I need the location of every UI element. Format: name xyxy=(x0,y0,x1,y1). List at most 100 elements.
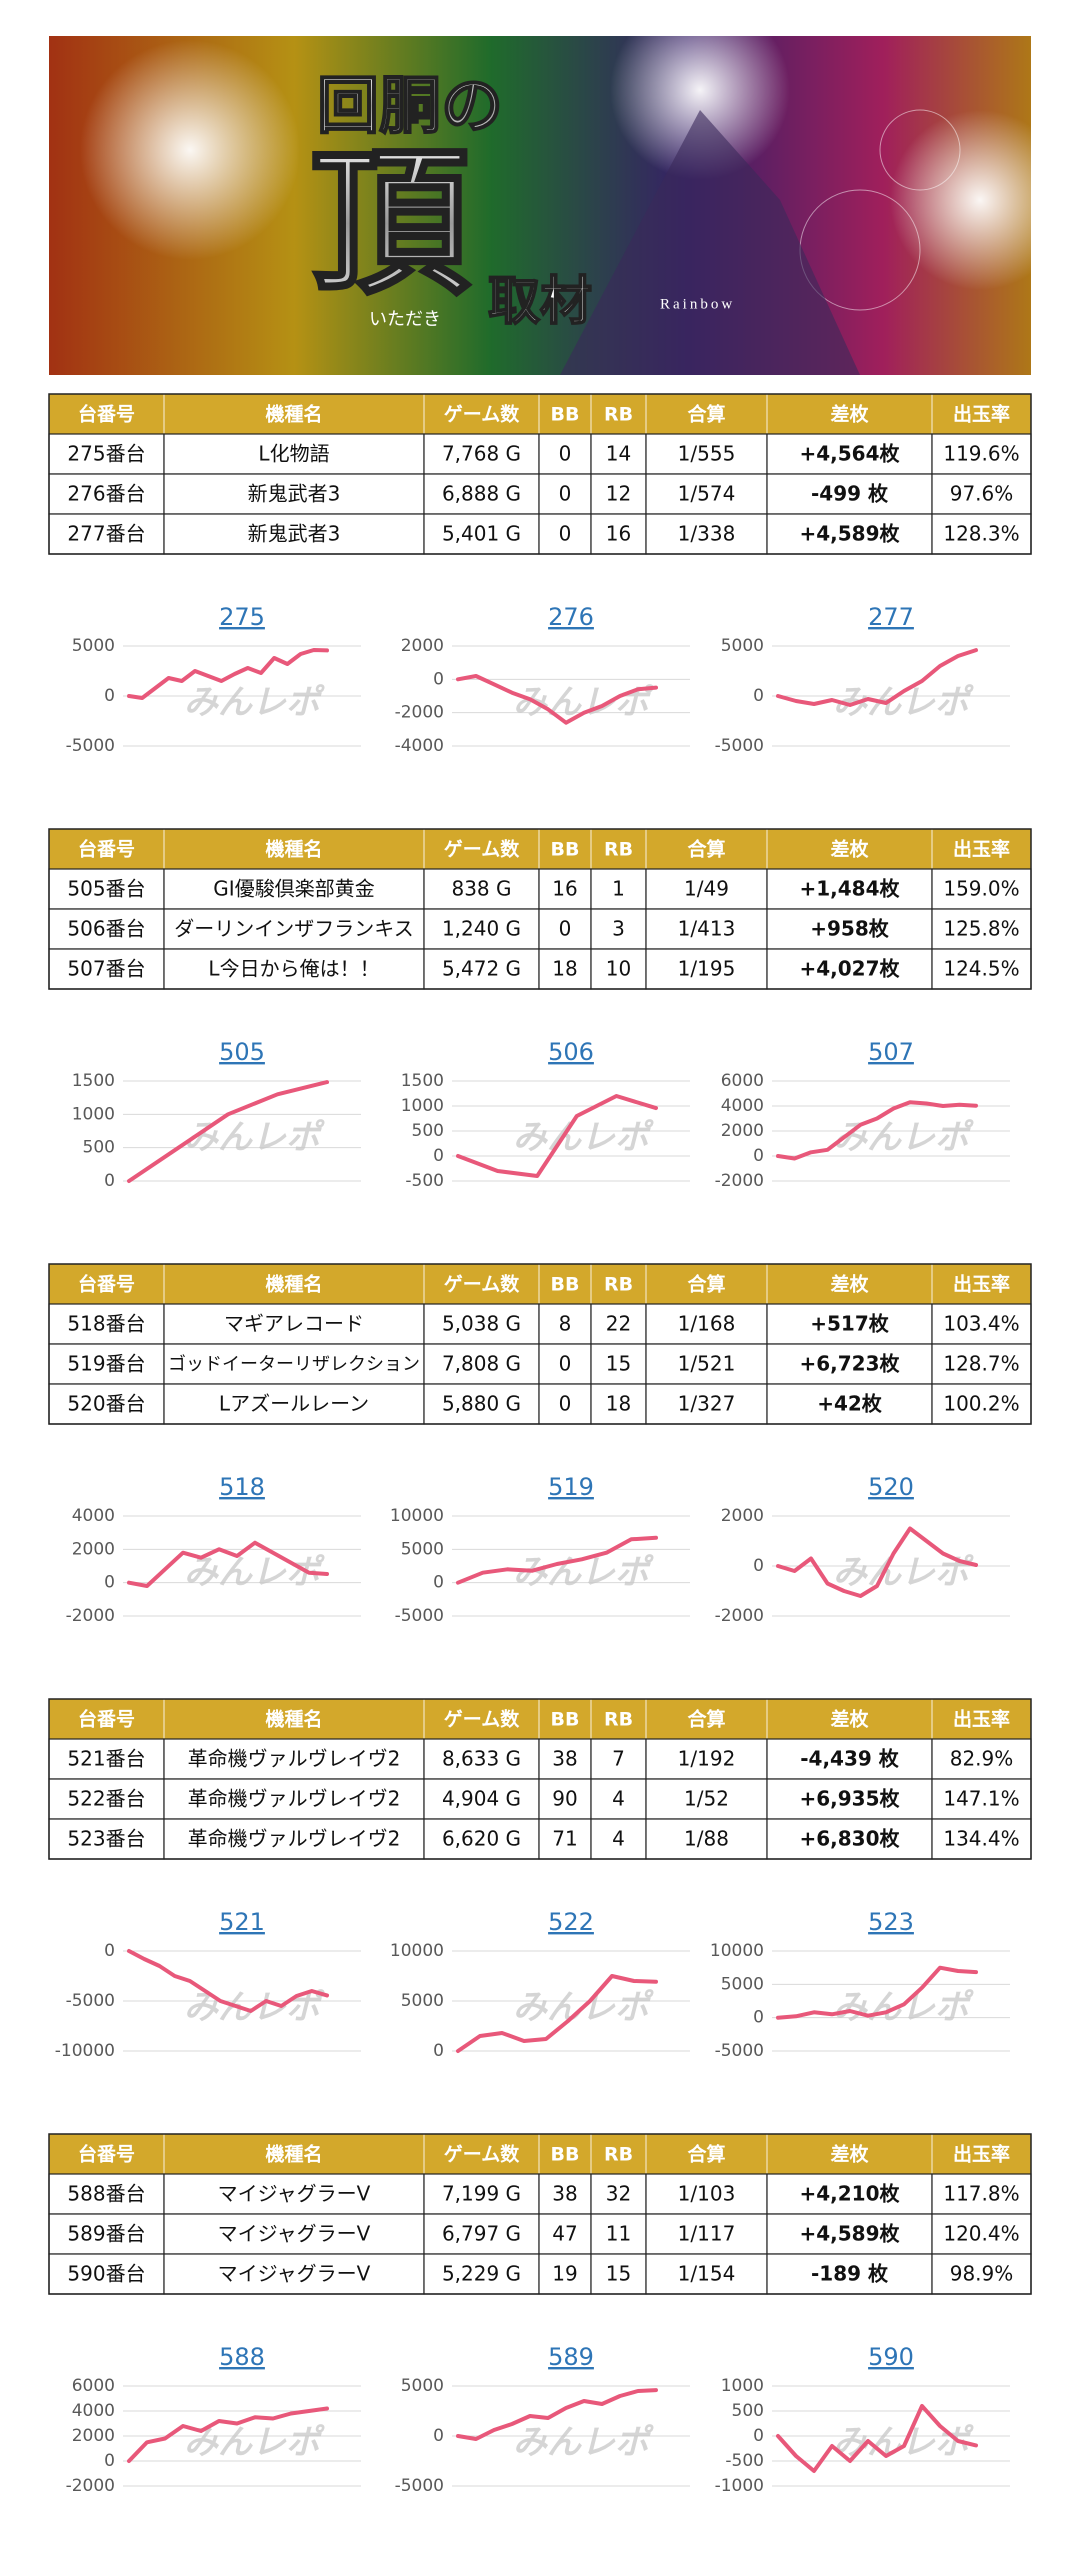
watermark: みんレポ xyxy=(833,1553,974,1593)
header-text: ゲーム数 xyxy=(444,403,520,426)
y-tick-label: 2000 xyxy=(401,636,444,656)
cell-text: 523番台 xyxy=(67,1827,145,1851)
cell xyxy=(163,2253,425,2295)
cell-text: L化物語 xyxy=(258,442,329,466)
table-border xyxy=(48,393,1032,555)
banner-ruby: いただき xyxy=(369,309,441,330)
cell-text: +42枚 xyxy=(817,1392,883,1416)
data-line xyxy=(456,2388,658,2441)
header-text: RB xyxy=(604,2144,633,2166)
y-tick-label: 0 xyxy=(753,2008,764,2028)
banner-glow xyxy=(80,40,300,260)
cell xyxy=(766,2213,933,2255)
cell xyxy=(931,908,1032,950)
cell-text: Lアズールレーン xyxy=(219,1392,369,1416)
cell-text: 18 xyxy=(552,957,577,981)
cell xyxy=(645,1343,768,1385)
y-tick-label: 0 xyxy=(104,2451,115,2471)
header-text: RB xyxy=(604,404,633,426)
cell-text: 147.1% xyxy=(943,1787,1019,1811)
header-text: BB xyxy=(551,404,580,426)
cell-text: マギアレコード xyxy=(224,1312,364,1336)
cell-text: 134.4% xyxy=(943,1827,1019,1851)
cell xyxy=(48,948,165,990)
table-border xyxy=(48,828,1032,990)
cell-text: 6,797 G xyxy=(442,2222,521,2246)
header-text: 出玉率 xyxy=(953,2143,1010,2166)
y-tick-label: 4000 xyxy=(72,1506,115,1526)
header-text: 差枚 xyxy=(830,1708,869,1731)
header-text: ゲーム数 xyxy=(444,1273,520,1296)
y-tick-label: -5000 xyxy=(395,1606,444,1626)
cell-text: 1/555 xyxy=(678,442,736,466)
cell xyxy=(766,2253,933,2295)
cell-text: 522番台 xyxy=(67,1787,145,1811)
chart: 520 2000 0 -2000 みんレポ xyxy=(715,1473,1010,1626)
cell-text: 1/117 xyxy=(678,2222,736,2246)
cell-text: 4,904 G xyxy=(442,1787,521,1811)
cell-text: 5,229 G xyxy=(442,2262,521,2286)
data-line xyxy=(456,1974,658,2053)
chart-title: 519 xyxy=(548,1473,594,1501)
chart-title: 518 xyxy=(219,1473,265,1501)
chart: 518 4000 2000 0 -2000 みんレポ xyxy=(66,1473,361,1626)
cell-text: 15 xyxy=(606,2262,631,2286)
cell xyxy=(163,1343,425,1385)
y-tick-label: 0 xyxy=(753,1556,764,1576)
cell-text: 4 xyxy=(612,1827,625,1851)
cell xyxy=(538,2213,592,2255)
cell xyxy=(931,513,1032,555)
cell xyxy=(931,948,1032,990)
data-line xyxy=(776,648,978,707)
cell-text: 5,401 G xyxy=(442,522,521,546)
cell xyxy=(48,908,165,950)
cell xyxy=(590,2253,647,2295)
y-tick-label: 2000 xyxy=(721,1121,764,1141)
cell xyxy=(766,1778,933,1820)
header-text: BB xyxy=(551,1274,580,1296)
cell-text: 8 xyxy=(559,1312,572,1336)
cell-text: 124.5% xyxy=(943,957,1019,981)
y-tick-label: 2000 xyxy=(72,2426,115,2446)
cell-text: 22 xyxy=(606,1312,631,1336)
y-tick-label: -2000 xyxy=(715,1606,764,1626)
data-line xyxy=(127,1949,329,2013)
cell xyxy=(645,948,768,990)
cell-text: 6,888 G xyxy=(442,482,521,506)
cell-text: 5,880 G xyxy=(442,1392,521,1416)
y-tick-label: 5000 xyxy=(401,1991,444,2011)
data-line xyxy=(127,2406,329,2463)
data-line xyxy=(127,1080,329,1183)
cell xyxy=(931,473,1032,515)
cell-text: 7,808 G xyxy=(442,1352,521,1376)
cell xyxy=(766,1818,933,1860)
cell xyxy=(163,1738,425,1780)
cell xyxy=(766,1343,933,1385)
cell xyxy=(645,1303,768,1345)
cell-text: 新鬼武者3 xyxy=(248,482,341,506)
header-text: 差枚 xyxy=(830,2143,869,2166)
cell-text: 7 xyxy=(612,1747,625,1771)
y-tick-label: 500 xyxy=(83,1138,115,1158)
cell xyxy=(766,1383,933,1425)
table-header-bg xyxy=(49,394,1031,434)
cell-text: 0 xyxy=(559,522,572,546)
y-tick-label: 500 xyxy=(412,1121,444,1141)
data-line xyxy=(776,1965,978,2020)
cell xyxy=(538,513,592,555)
header-text: 差枚 xyxy=(830,403,869,426)
chart-title: 276 xyxy=(548,603,594,631)
cell-text: 革命機ヴァルヴレイヴ2 xyxy=(188,1827,401,1851)
data-line xyxy=(776,2404,978,2473)
header-text: 差枚 xyxy=(830,1273,869,1296)
cell-text: 19 xyxy=(552,2262,577,2286)
cell xyxy=(590,868,647,910)
y-tick-label: -10000 xyxy=(55,2041,115,2061)
cell xyxy=(538,1343,592,1385)
cell-text: 589番台 xyxy=(67,2222,145,2246)
chart-title: 506 xyxy=(548,1038,594,1066)
